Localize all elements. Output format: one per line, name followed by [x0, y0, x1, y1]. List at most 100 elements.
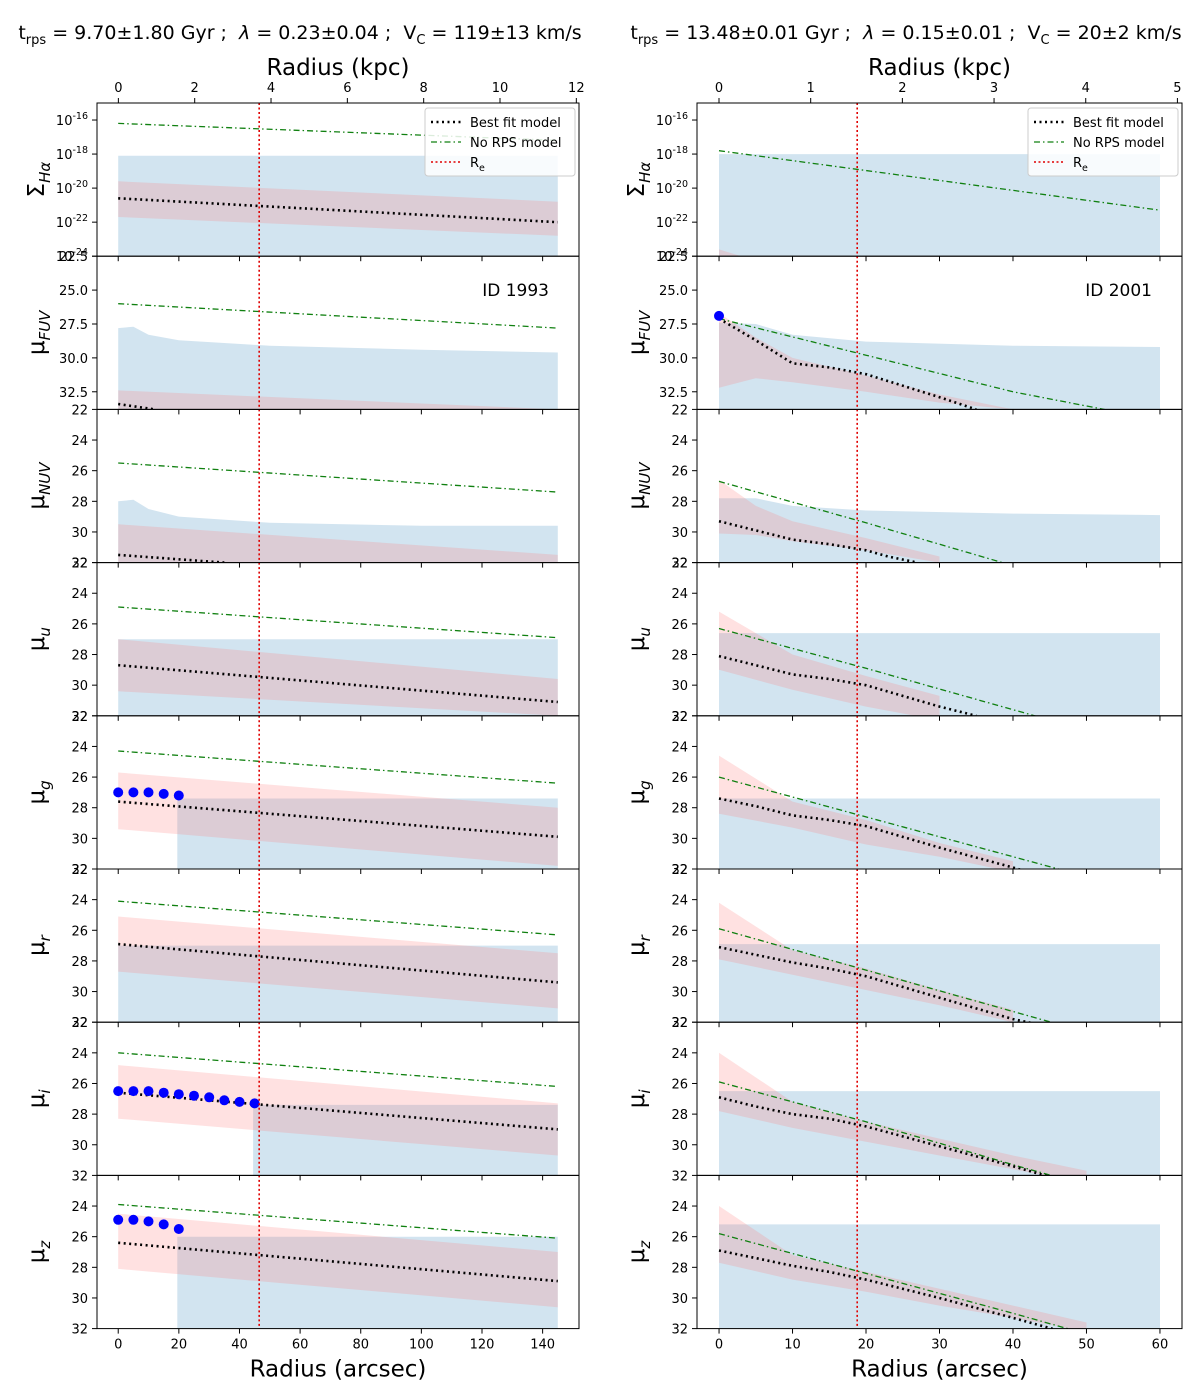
ytick-label: 30: [671, 832, 688, 847]
panel-8: 24 26 28 30 32 μz: [24, 1174, 580, 1338]
top-xtick-label: 12: [568, 81, 585, 96]
ytick-label: 27.5: [59, 318, 88, 333]
ylabel: μr: [624, 934, 654, 956]
xtick-label: 140: [530, 1338, 555, 1353]
ytick-label: 26: [671, 1231, 688, 1246]
ytick-label: 26: [671, 618, 688, 633]
observed-point: [158, 1087, 169, 1098]
panel-6: 22 24 26 28 30 32 μr: [24, 863, 580, 1031]
ytick-label: 32: [71, 557, 88, 572]
red-band: [719, 755, 1013, 869]
best-fit-line: [118, 402, 155, 410]
xtick-label: 80: [352, 1338, 369, 1353]
xtick-label: 40: [1005, 1338, 1022, 1353]
ytick-label: 30: [71, 832, 88, 847]
ytick-label: 24: [71, 1200, 88, 1215]
top-xlabel: Radius (kpc): [868, 55, 1011, 81]
panel-7: 22 24 26 28 30 32 μi: [24, 1016, 580, 1184]
legend-entry: No RPS model: [470, 136, 562, 151]
xtick-label: 50: [1078, 1338, 1095, 1353]
ytick-label: 30: [671, 526, 688, 541]
no-rps-line: [118, 462, 558, 493]
red-band: [118, 639, 558, 716]
best-fit-line: [118, 942, 558, 984]
legend-entry: Best fit model: [470, 116, 561, 131]
ytick-label: 10-24: [56, 247, 88, 265]
ytick-label: 22: [671, 1016, 688, 1031]
ylabel: ΣHα: [24, 162, 54, 198]
blue-band: [719, 798, 1160, 869]
left-figure-title: trps = 9.70±1.80 Gyr ; λ = 0.23±0.04 ; V…: [18, 22, 582, 48]
ytick-label: 32: [671, 557, 688, 572]
top-xtick-label: 2: [898, 81, 906, 96]
ytick-label: 30: [71, 526, 88, 541]
ytick-label: 28: [671, 955, 688, 970]
observed-point: [189, 1090, 199, 1101]
no-rps-line: [718, 480, 1005, 563]
observed-point: [128, 1086, 139, 1097]
legend-entry: Re: [470, 156, 485, 174]
legend-entry: No RPS model: [1073, 136, 1165, 151]
blue-band: [719, 154, 1160, 257]
red-band: [719, 902, 1013, 1023]
best-fit-line: [118, 197, 558, 224]
ytick-label: 22: [671, 403, 688, 418]
top-xlabel: Radius (kpc): [267, 55, 410, 81]
observed-point: [173, 1089, 184, 1100]
no-rps-line: [118, 750, 558, 784]
red-band: [719, 611, 940, 716]
top-xtick-label: 6: [343, 81, 351, 96]
ylabel: μFUV: [624, 309, 654, 355]
ytick-label: 10-22: [656, 213, 688, 231]
no-rps-line: [118, 900, 558, 936]
top-xtick-label: 0: [114, 81, 122, 96]
ytick-label: 24: [71, 740, 88, 755]
observed-point: [113, 1214, 124, 1225]
observed-point: [158, 788, 169, 799]
ytick-label: 24: [71, 587, 88, 602]
ytick-label: 32: [671, 710, 688, 725]
legend-entry: Re: [1073, 156, 1088, 174]
panel-2: 22.5 25.0 27.5 30.0 32.5 μFUV ID 1993: [24, 250, 580, 415]
top-xtick-label: 4: [267, 81, 275, 96]
ytick-label: 22: [71, 403, 88, 418]
observed-point: [173, 790, 184, 801]
ytick-label: 28: [71, 495, 88, 510]
ytick-label: 28: [671, 649, 688, 664]
legend: Best fit model No RPS model Re: [1027, 107, 1179, 177]
observed-point: [143, 787, 154, 798]
blue-band: [719, 498, 1160, 563]
panel-7: 22 24 26 28 30 32 μi: [624, 1016, 1183, 1184]
blue-band: [118, 155, 558, 257]
panel-1: 10-16 10-18 10-20 10-22 10-24 ΣHα Best fit mod…: [24, 102, 580, 265]
no-rps-line: [118, 303, 558, 329]
ytick-label: 30: [71, 1139, 88, 1154]
ytick-label: 22: [71, 557, 88, 572]
top-xtick-label: 4: [1082, 81, 1090, 96]
ytick-label: 24: [71, 1047, 88, 1062]
ytick-label: 28: [671, 495, 688, 510]
top-xtick-label: 5: [1173, 81, 1181, 96]
panel-2: 22.5 25.0 27.5 30.0 32.5 μFUV ID 2001: [624, 250, 1183, 415]
observed-point: [113, 1086, 124, 1097]
panel-5: 22 24 26 28 30 32 μg: [24, 710, 580, 878]
no-rps-line: [118, 1052, 558, 1088]
ytick-label: 22: [71, 710, 88, 725]
ytick-label: 28: [671, 802, 688, 817]
ytick-label: 10-20: [656, 179, 688, 197]
xtick-label: 10: [784, 1338, 801, 1353]
ytick-label: 26: [671, 771, 688, 786]
ytick-label: 30: [71, 1292, 88, 1307]
top-xtick-label: 2: [191, 81, 199, 96]
ytick-label: 30: [71, 986, 88, 1001]
ytick-label: 30: [71, 679, 88, 694]
ylabel: μi: [24, 1089, 54, 1109]
ylabel: μu: [24, 627, 54, 651]
ytick-label: 22: [671, 557, 688, 572]
ytick-label: 32: [71, 710, 88, 725]
best-fit-line: [118, 553, 225, 563]
top-xtick-label: 3: [990, 81, 998, 96]
observed-point: [113, 787, 124, 798]
ytick-label: 24: [671, 587, 688, 602]
observed-point: [234, 1096, 245, 1107]
